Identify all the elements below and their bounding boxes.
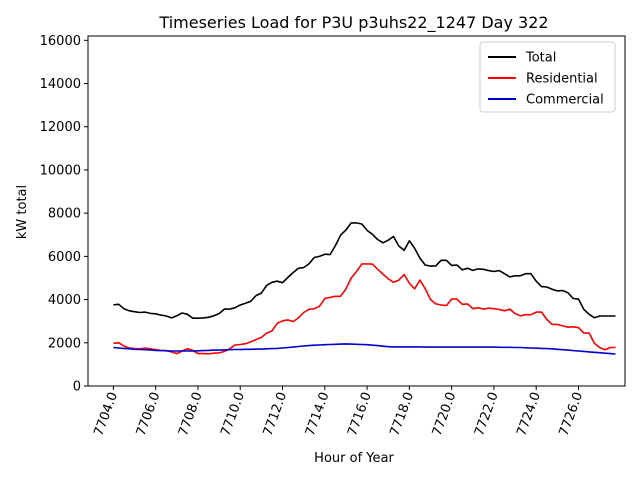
y-axis-label: kW total (15, 185, 30, 239)
y-tick-label: 0 (73, 380, 81, 395)
y-tick-label: 2000 (48, 336, 81, 351)
y-tick-label: 14000 (40, 77, 81, 92)
y-tick-label: 8000 (48, 207, 81, 222)
y-tick-label: 4000 (48, 293, 81, 308)
legend-label-commercial: Commercial (526, 93, 604, 108)
x-axis-label: Hour of Year (314, 451, 394, 466)
legend-label-total: Total (525, 51, 556, 66)
chart-title: Timeseries Load for P3U p3uhs22_1247 Day… (158, 13, 548, 33)
legend-box (479, 41, 616, 113)
legend-label-residential: Residential (526, 72, 598, 87)
y-tick-label: 6000 (48, 250, 81, 265)
series-line-residential (113, 263, 616, 355)
legend: Total Residential Commercial (479, 41, 616, 113)
axes-frame (87, 35, 626, 387)
series-line-total (113, 222, 616, 320)
y-tick-label: 16000 (40, 34, 81, 49)
y-tick-label: 12000 (40, 120, 81, 135)
y-tick-label: 10000 (40, 163, 81, 178)
series-line-commercial (113, 343, 616, 355)
